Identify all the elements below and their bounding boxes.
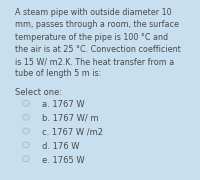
Text: temperature of the pipe is 100 °C and: temperature of the pipe is 100 °C and — [15, 33, 168, 42]
Text: tube of length 5 m is:: tube of length 5 m is: — [15, 69, 101, 78]
Text: a. 1767 W: a. 1767 W — [42, 100, 85, 109]
Circle shape — [23, 128, 29, 134]
Circle shape — [23, 142, 29, 148]
Text: mm, passes through a room, the surface: mm, passes through a room, the surface — [15, 20, 179, 29]
Circle shape — [23, 156, 29, 162]
Circle shape — [23, 100, 29, 106]
Text: d. 176 W: d. 176 W — [42, 142, 80, 151]
Text: e. 1765 W: e. 1765 W — [42, 156, 85, 165]
Text: Select one:: Select one: — [15, 88, 62, 97]
Text: b. 1767 W/ m: b. 1767 W/ m — [42, 114, 98, 123]
Text: A steam pipe with outside diameter 10: A steam pipe with outside diameter 10 — [15, 8, 172, 17]
Circle shape — [23, 114, 29, 120]
Text: the air is at 25 °C. Convection coefficient: the air is at 25 °C. Convection coeffici… — [15, 45, 181, 54]
Text: is 15 W/ m2.K. The heat transfer from a: is 15 W/ m2.K. The heat transfer from a — [15, 57, 174, 66]
Text: c. 1767 W /m2: c. 1767 W /m2 — [42, 128, 103, 137]
